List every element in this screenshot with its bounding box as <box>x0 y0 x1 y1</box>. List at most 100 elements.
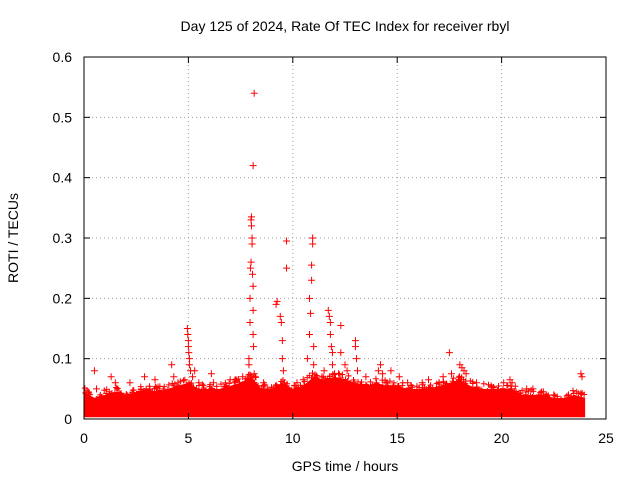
data-point <box>151 376 159 384</box>
band-edge-marker <box>505 387 512 394</box>
data-point <box>550 391 558 399</box>
data-point <box>185 349 193 357</box>
data-point <box>191 367 199 375</box>
data-point <box>249 331 257 339</box>
band-edge-marker <box>395 383 402 390</box>
band-edge-marker <box>187 382 194 389</box>
data-point <box>439 373 447 381</box>
band-edge-marker <box>103 386 110 393</box>
data-point <box>278 355 286 363</box>
data-point <box>374 367 382 375</box>
band-edge-marker <box>123 390 130 397</box>
data-point <box>251 373 259 381</box>
band-edge-marker <box>554 393 561 400</box>
band-edge-marker <box>97 391 104 398</box>
data-point <box>174 379 182 387</box>
band-edge-marker <box>293 385 300 392</box>
band-edge-marker <box>255 382 262 389</box>
band-edge-marker <box>288 386 295 393</box>
band-edge-marker <box>117 390 124 397</box>
data-point <box>341 361 349 369</box>
band-edge-marker <box>332 375 339 382</box>
band-edge-marker <box>358 378 365 385</box>
band-edge-marker <box>363 382 370 389</box>
data-point <box>184 331 192 339</box>
data-point <box>246 294 254 302</box>
data-point <box>107 373 115 381</box>
data-point <box>487 382 495 390</box>
data-point <box>564 391 572 399</box>
data-point <box>462 370 470 378</box>
data-point <box>278 337 286 345</box>
data-point <box>529 385 537 393</box>
band-edge-marker <box>480 380 487 387</box>
data-point <box>195 379 203 387</box>
grid-layer <box>84 57 606 419</box>
data-point <box>337 321 345 329</box>
data-point <box>352 355 360 363</box>
band-edge-marker <box>175 384 182 391</box>
band-edge-marker <box>306 372 313 379</box>
data-point <box>84 388 92 396</box>
band-edge-marker <box>93 396 100 403</box>
band-edge-marker <box>342 376 349 383</box>
band-edge-marker <box>408 382 415 389</box>
data-point <box>473 379 481 387</box>
band-edge-marker <box>269 386 276 393</box>
band-edge-marker <box>106 391 113 398</box>
band-edge-marker <box>147 386 154 393</box>
band-edge-marker <box>279 376 286 383</box>
data-point <box>277 318 285 326</box>
data-point <box>326 331 334 339</box>
band-edge-marker <box>222 383 229 390</box>
data-point <box>184 337 192 345</box>
band-edge-marker <box>129 387 136 394</box>
band-edge-marker <box>537 389 544 396</box>
x-tick-label: 5 <box>185 430 193 446</box>
data-point <box>283 237 291 245</box>
data-point <box>207 370 215 378</box>
data-point <box>306 294 314 302</box>
data-point <box>328 361 336 369</box>
band-edge-marker <box>449 378 456 385</box>
data-point <box>500 379 508 387</box>
band-edge-marker <box>419 386 426 393</box>
band-edge-marker <box>264 385 271 392</box>
data-point <box>577 370 585 378</box>
data-point <box>578 373 586 381</box>
data-point <box>325 312 333 320</box>
data-point <box>379 370 387 378</box>
band-edge-marker <box>242 378 249 385</box>
y-tick-label: 0 <box>64 411 72 427</box>
data-point <box>309 234 317 242</box>
band-edge-marker <box>513 388 520 395</box>
band-edge-marker <box>389 383 396 390</box>
data-point <box>307 309 315 317</box>
data-point <box>141 373 149 381</box>
band-edge-marker <box>160 386 167 393</box>
band-edge-marker <box>443 382 450 389</box>
band-edge-marker <box>345 372 352 379</box>
data-point <box>383 379 391 387</box>
data-point <box>272 300 280 308</box>
y-tick-label: 0.3 <box>53 230 73 246</box>
band-edge-marker <box>114 385 121 392</box>
data-point <box>308 261 316 269</box>
data-point <box>337 349 345 357</box>
chart-title: Day 125 of 2024, Rate Of TEC Index for r… <box>181 18 510 34</box>
data-point <box>250 89 258 97</box>
data-point <box>249 282 257 290</box>
data-point <box>248 234 256 242</box>
data-point <box>331 370 339 378</box>
band-edge-marker <box>151 385 158 392</box>
y-tick-label: 0.2 <box>53 290 73 306</box>
data-points <box>84 89 586 399</box>
band-edge-marker <box>180 377 187 384</box>
data-point <box>246 318 254 326</box>
data-point <box>250 370 258 378</box>
data-point <box>376 361 384 369</box>
data-point <box>539 388 547 396</box>
data-point <box>309 240 317 248</box>
band-edge-marker <box>103 390 110 397</box>
y-tick-label: 0.4 <box>53 170 73 186</box>
